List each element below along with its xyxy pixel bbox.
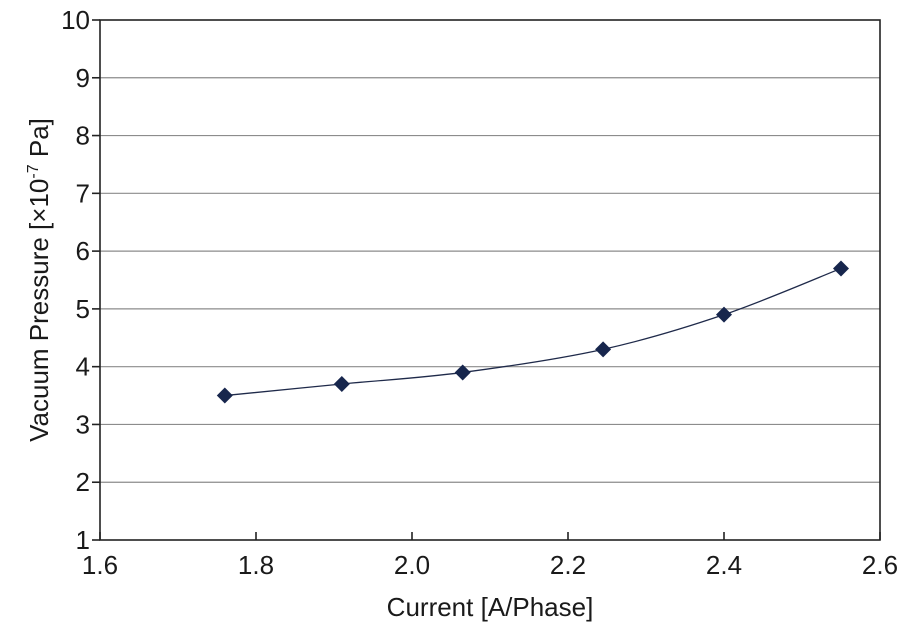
y-tick-label: 5: [76, 294, 90, 324]
x-tick-label: 2.0: [394, 550, 430, 580]
x-tick-label: 1.8: [238, 550, 274, 580]
y-axis-title-base: 10: [24, 179, 54, 208]
x-tick-label: 2.2: [550, 550, 586, 580]
y-tick-label: 8: [76, 121, 90, 151]
x-axis-title: Current [A/Phase]: [387, 592, 594, 622]
plot-frame: [99, 19, 881, 541]
data-point-marker: [216, 387, 233, 404]
y-tick-label: 6: [76, 236, 90, 266]
data-point-marker: [716, 306, 732, 323]
y-tick-label: 7: [76, 178, 90, 208]
x-tick-label: 2.6: [862, 550, 898, 580]
y-tick-label: 3: [76, 409, 90, 439]
data-point-marker: [833, 260, 849, 277]
y-tick-label: 4: [76, 352, 90, 382]
y-tick-label: 10: [61, 5, 90, 35]
grid-layer: [100, 77, 880, 483]
tick-layer: 1 2 3 4 5 6 7 8 9 10 1.6 1.8 2.0 2.2 2.4 2.6: [61, 5, 898, 580]
data-point-marker: [333, 376, 350, 392]
y-axis-title-unit: Pa]: [24, 118, 54, 164]
y-tick-label: 9: [76, 63, 90, 93]
data-point-marker: [595, 341, 612, 358]
y-axis-title-times: ×: [24, 208, 54, 223]
y-tick-label: 2: [76, 467, 90, 497]
x-tick-label: 2.4: [706, 550, 742, 580]
y-axis-title: Vacuum Pressure [×10-7 Pa]: [24, 118, 54, 442]
y-axis-title-main: Vacuum Pressure [: [24, 222, 54, 442]
series-line: [224, 267, 842, 397]
y-axis-title-exponent: -7: [25, 164, 42, 178]
x-tick-label: 1.6: [82, 550, 118, 580]
y-tick-label: 1: [76, 525, 90, 555]
data-point-marker: [454, 364, 471, 381]
series-layer: [216, 260, 849, 404]
